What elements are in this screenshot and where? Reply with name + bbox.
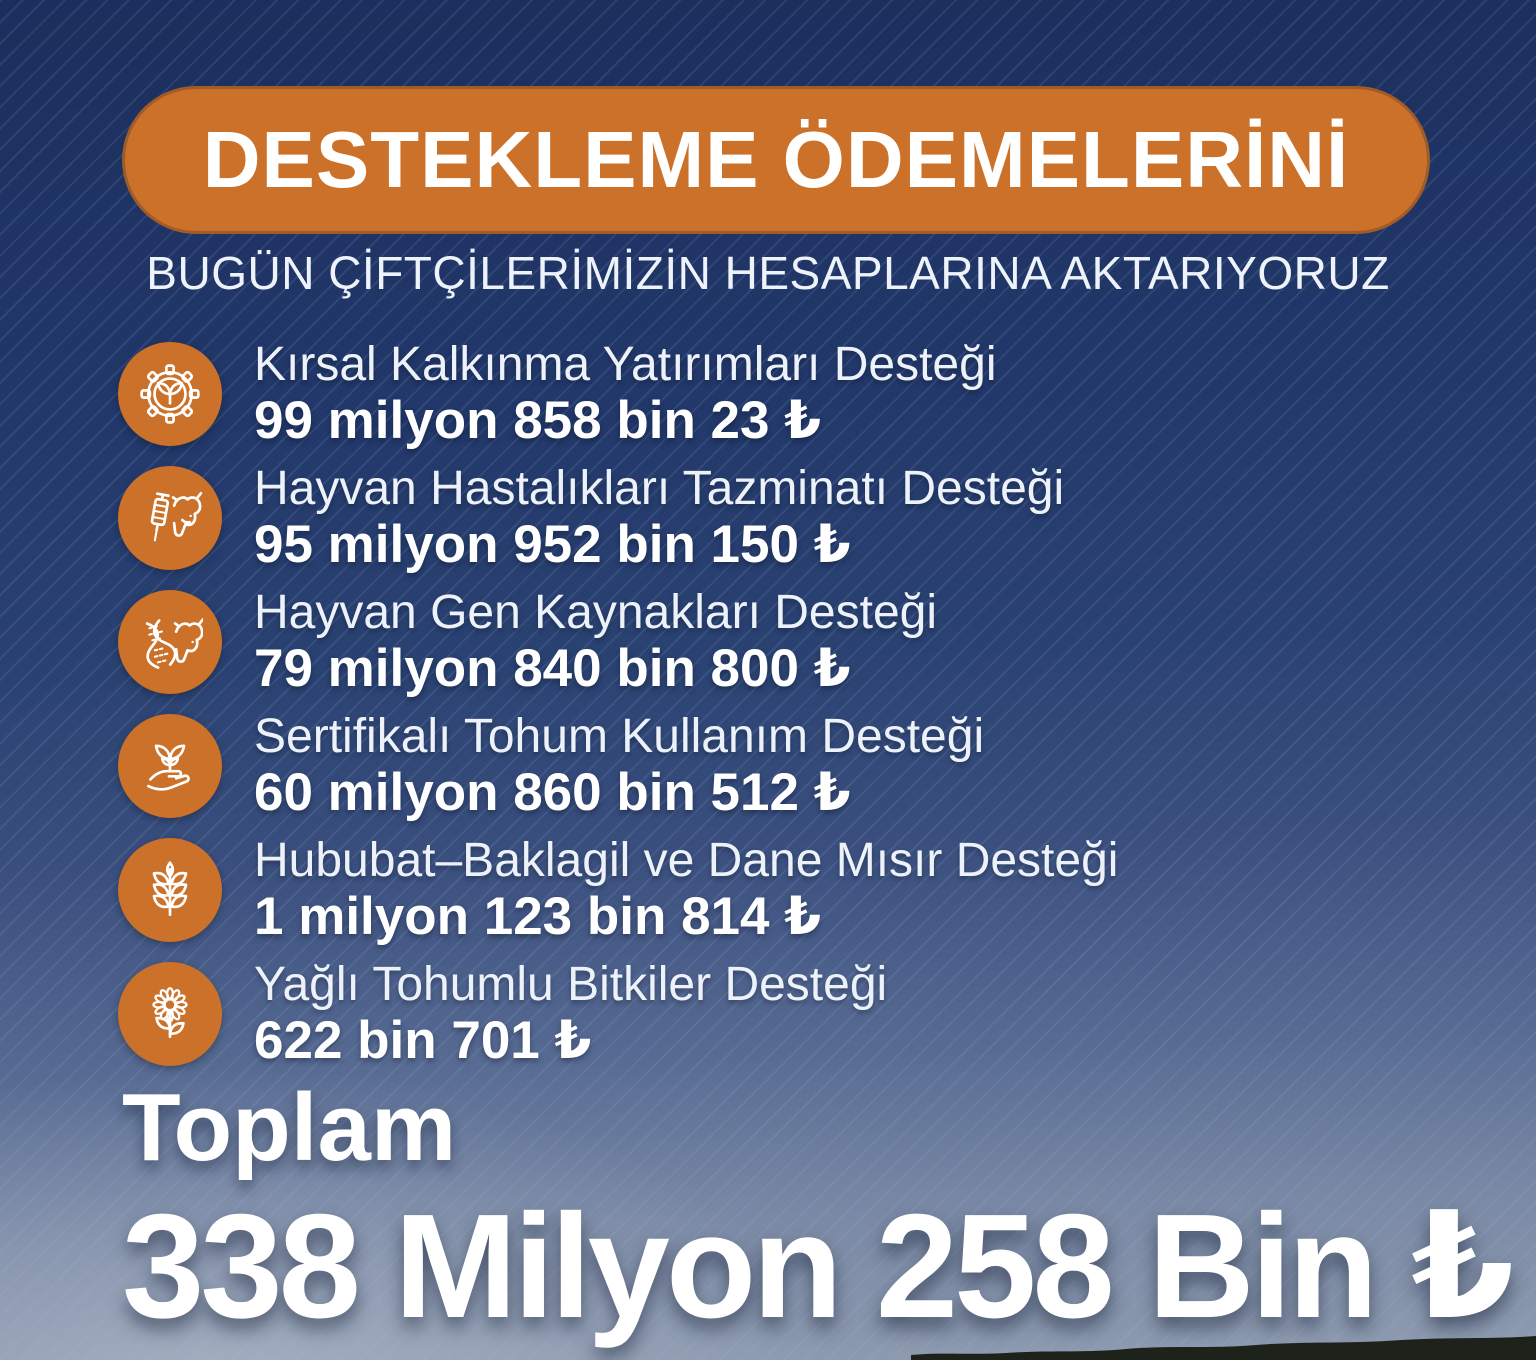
sunflower-icon xyxy=(118,962,222,1066)
total-amount: 338 Milyon 258 Bin ₺ xyxy=(122,1184,1514,1349)
list-item: Hayvan Gen Kaynakları Desteği 79 milyon … xyxy=(118,586,1118,698)
page-title: DESTEKLEME ÖDEMELERİNİ xyxy=(202,115,1350,204)
wheat-icon xyxy=(118,838,222,942)
gear-sprout-icon xyxy=(118,342,222,446)
total-block: Toplam 338 Milyon 258 Bin ₺ xyxy=(122,1074,1514,1349)
total-label: Toplam xyxy=(122,1074,457,1181)
item-amount: 95 milyon 952 bin 150 ₺ xyxy=(254,515,851,574)
support-items-list: Kırsal Kalkınma Yatırımları Desteği 99 m… xyxy=(118,338,1118,1086)
item-label: Sertifikalı Tohum Kullanım Desteği xyxy=(254,710,985,763)
subtitle: BUGÜN ÇİFTÇİLERİMİZİN HESAPLARINA AKTARI… xyxy=(146,247,1390,299)
item-label: Yağlı Tohumlu Bitkiler Desteği xyxy=(254,958,888,1011)
list-item: Hububat–Baklagil ve Dane Mısır Desteği 1… xyxy=(118,834,1118,946)
list-item: Kırsal Kalkınma Yatırımları Desteği 99 m… xyxy=(118,338,1118,450)
syringe-cow-icon xyxy=(118,466,222,570)
item-amount: 60 milyon 860 bin 512 ₺ xyxy=(254,763,851,822)
dna-cow-icon xyxy=(118,590,222,694)
item-amount: 79 milyon 840 bin 800 ₺ xyxy=(254,639,851,698)
treeline-silhouette xyxy=(911,1336,1536,1360)
item-amount: 1 milyon 123 bin 814 ₺ xyxy=(254,887,822,946)
item-label: Kırsal Kalkınma Yatırımları Desteği xyxy=(254,338,997,391)
item-label: Hayvan Hastalıkları Tazminatı Desteği xyxy=(254,462,1065,515)
item-label: Hububat–Baklagil ve Dane Mısır Desteği xyxy=(254,834,1119,887)
header-banner: DESTEKLEME ÖDEMELERİNİ xyxy=(122,86,1430,234)
item-label: Hayvan Gen Kaynakları Desteği xyxy=(254,586,938,639)
item-amount: 622 bin 701 ₺ xyxy=(254,1011,592,1070)
hand-sprout-icon xyxy=(118,714,222,818)
list-item: Sertifikalı Tohum Kullanım Desteği 60 mi… xyxy=(118,710,1118,822)
list-item: Hayvan Hastalıkları Tazminatı Desteği 95… xyxy=(118,462,1118,574)
list-item: Yağlı Tohumlu Bitkiler Desteği 622 bin 7… xyxy=(118,958,1118,1070)
item-amount: 99 milyon 858 bin 23 ₺ xyxy=(254,391,822,450)
